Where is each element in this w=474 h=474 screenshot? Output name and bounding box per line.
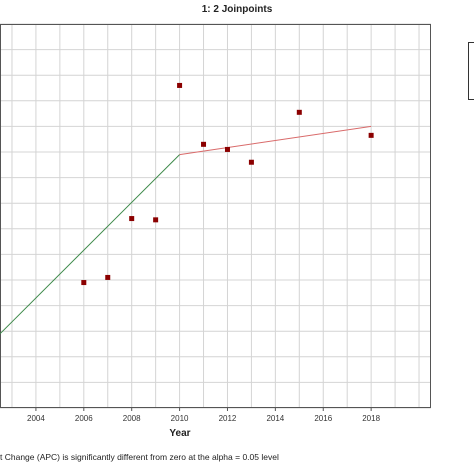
x-tick-label: 2014 — [266, 414, 284, 423]
trend-segment — [0, 154, 180, 335]
data-point — [177, 82, 183, 88]
x-tick-label: 2016 — [314, 414, 332, 423]
x-tick-label: 2010 — [171, 414, 189, 423]
data-point — [201, 141, 207, 147]
footnote: t Change (APC) is significantly differen… — [0, 452, 279, 462]
x-axis-label: Year — [169, 428, 190, 439]
x-tick-label: 2008 — [123, 414, 141, 423]
x-tick-label: 2012 — [219, 414, 237, 423]
x-tick-label: 2004 — [27, 414, 45, 423]
x-tick-labels: 2004 2006 2008 2010 2012 2014 2016 2018 — [27, 408, 381, 423]
data-point — [153, 217, 159, 223]
data-point — [248, 159, 254, 165]
chart-title: 1: 2 Joinpoints — [201, 4, 273, 15]
trend-lines — [0, 125, 372, 335]
data-point — [368, 132, 374, 138]
trend-segment — [179, 125, 372, 156]
data-point — [224, 146, 230, 152]
data-point — [81, 280, 87, 286]
grid — [0, 23, 431, 409]
data-point — [129, 216, 135, 222]
x-tick-label: 2018 — [362, 414, 380, 423]
observed-points — [81, 82, 374, 286]
x-tick-label: 2006 — [75, 414, 93, 423]
axes — [0, 24, 431, 408]
legend-box — [468, 42, 474, 100]
data-point — [105, 274, 111, 280]
plot-frame — [0, 24, 431, 408]
data-point — [296, 109, 302, 115]
